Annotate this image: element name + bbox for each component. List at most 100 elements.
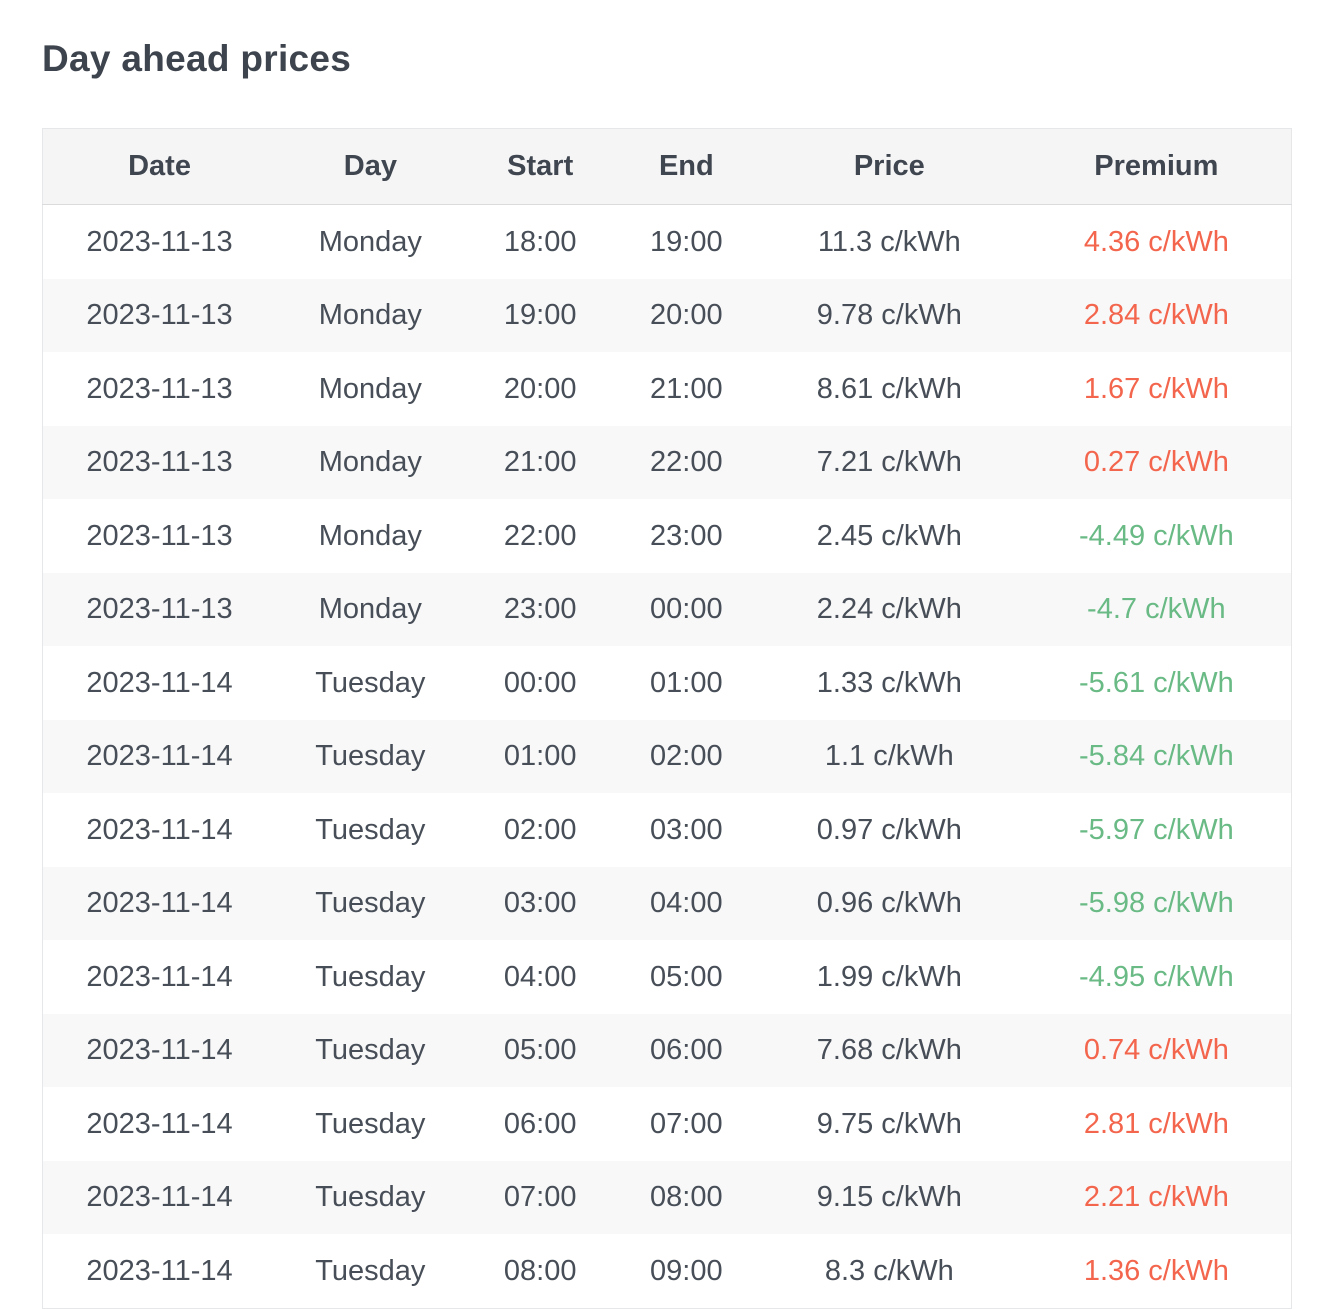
table-row: 2023-11-14 Tuesday 01:00 02:00 1.1 c/kWh -5.8… (42, 719, 1292, 794)
table-header: Date Day Start End Price Premium (42, 128, 1292, 206)
cell-premium: 2.21 c/kWh (1021, 1160, 1292, 1235)
cell-date: 2023-11-13 (42, 204, 277, 279)
cell-end: 08:00 (615, 1160, 757, 1235)
cell-premium: -5.98 c/kWh (1021, 866, 1292, 941)
cell-end: 06:00 (615, 1013, 757, 1088)
table-header-row: Date Day Start End Price Premium (42, 128, 1292, 206)
cell-price: 9.78 c/kWh (756, 278, 1022, 353)
cell-price: 9.15 c/kWh (756, 1160, 1022, 1235)
cell-day: Tuesday (276, 719, 465, 794)
cell-date: 2023-11-14 (42, 646, 277, 720)
table-row: 2023-11-14 Tuesday 07:00 08:00 9.15 c/kWh 2.2… (42, 1160, 1292, 1235)
cell-date: 2023-11-13 (42, 572, 277, 647)
cell-date: 2023-11-14 (42, 719, 277, 794)
cell-start: 22:00 (464, 499, 616, 573)
cell-date: 2023-11-13 (42, 278, 277, 353)
cell-start: 18:00 (464, 204, 616, 279)
page-title: Day ahead prices (42, 38, 352, 79)
cell-premium: -4.7 c/kWh (1021, 572, 1292, 647)
cell-day: Monday (276, 204, 465, 279)
table-row: 2023-11-13 Monday 22:00 23:00 2.45 c/kWh -4.4… (42, 499, 1292, 573)
cell-price: 7.68 c/kWh (756, 1013, 1022, 1088)
cell-end: 23:00 (615, 499, 757, 573)
table-row: 2023-11-13 Monday 23:00 00:00 2.24 c/kWh -4.7… (42, 572, 1292, 647)
cell-end: 00:00 (615, 572, 757, 647)
cell-start: 01:00 (464, 719, 616, 794)
cell-start: 07:00 (464, 1160, 616, 1235)
table-row: 2023-11-14 Tuesday 03:00 04:00 0.96 c/kWh -5.… (42, 866, 1292, 941)
cell-day: Tuesday (276, 1234, 465, 1309)
cell-premium: 1.67 c/kWh (1021, 352, 1292, 426)
cell-date: 2023-11-14 (42, 866, 277, 941)
cell-end: 19:00 (615, 204, 757, 279)
table-row: 2023-11-14 Tuesday 00:00 01:00 1.33 c/kWh -5.… (42, 646, 1292, 720)
cell-day: Tuesday (276, 1013, 465, 1088)
cell-premium: -5.84 c/kWh (1021, 719, 1292, 794)
cell-price: 9.75 c/kWh (756, 1087, 1022, 1161)
cell-price: 1.1 c/kWh (756, 719, 1022, 794)
cell-start: 08:00 (464, 1234, 616, 1309)
table-row: 2023-11-13 Monday 20:00 21:00 8.61 c/kWh 1.67… (42, 352, 1292, 426)
column-header-day: Day (276, 128, 465, 206)
cell-date: 2023-11-14 (42, 1013, 277, 1088)
cell-premium: 1.36 c/kWh (1021, 1234, 1292, 1309)
cell-end: 05:00 (615, 940, 757, 1014)
cell-day: Monday (276, 352, 465, 426)
cell-premium: -5.97 c/kWh (1021, 793, 1292, 867)
cell-day: Tuesday (276, 1087, 465, 1161)
cell-start: 02:00 (464, 793, 616, 867)
table-row: 2023-11-13 Monday 19:00 20:00 9.78 c/kWh 2.84… (42, 278, 1292, 353)
cell-price: 11.3 c/kWh (756, 204, 1022, 279)
cell-premium: 0.27 c/kWh (1021, 425, 1292, 500)
cell-end: 02:00 (615, 719, 757, 794)
cell-start: 06:00 (464, 1087, 616, 1161)
cell-day: Tuesday (276, 1160, 465, 1235)
cell-price: 2.24 c/kWh (756, 572, 1022, 647)
cell-date: 2023-11-13 (42, 425, 277, 500)
cell-price: 7.21 c/kWh (756, 425, 1022, 500)
cell-price: 8.61 c/kWh (756, 352, 1022, 426)
cell-premium: 4.36 c/kWh (1021, 204, 1292, 279)
table-body: 2023-11-13 Monday 18:00 19:00 11.3 c/kWh 4.36… (42, 204, 1292, 1309)
table-row: 2023-11-13 Monday 18:00 19:00 11.3 c/kWh 4.36… (42, 204, 1292, 279)
cell-day: Monday (276, 572, 465, 647)
cell-premium: -4.95 c/kWh (1021, 940, 1292, 1014)
table-row: 2023-11-13 Monday 21:00 22:00 7.21 c/kWh 0.27… (42, 425, 1292, 500)
cell-day: Monday (276, 278, 465, 353)
cell-day: Monday (276, 499, 465, 573)
cell-end: 20:00 (615, 278, 757, 353)
cell-date: 2023-11-14 (42, 940, 277, 1014)
cell-start: 23:00 (464, 572, 616, 647)
cell-premium: -5.61 c/kWh (1021, 646, 1292, 720)
cell-price: 2.45 c/kWh (756, 499, 1022, 573)
column-header-price: Price (756, 128, 1022, 206)
column-header-start: Start (464, 128, 616, 206)
cell-date: 2023-11-14 (42, 1087, 277, 1161)
cell-start: 20:00 (464, 352, 616, 426)
cell-end: 04:00 (615, 866, 757, 941)
cell-end: 01:00 (615, 646, 757, 720)
cell-start: 00:00 (464, 646, 616, 720)
cell-start: 05:00 (464, 1013, 616, 1088)
cell-end: 09:00 (615, 1234, 757, 1309)
column-header-premium: Premium (1021, 128, 1292, 206)
column-header-end: End (615, 128, 757, 206)
day-ahead-prices-table: Date Day Start End Price Premium 2023-11… (42, 128, 1292, 1309)
cell-price: 1.99 c/kWh (756, 940, 1022, 1014)
cell-date: 2023-11-14 (42, 1234, 277, 1309)
cell-end: 03:00 (615, 793, 757, 867)
cell-date: 2023-11-13 (42, 499, 277, 573)
cell-premium: -4.49 c/kWh (1021, 499, 1292, 573)
cell-start: 03:00 (464, 866, 616, 941)
cell-date: 2023-11-14 (42, 793, 277, 867)
cell-price: 1.33 c/kWh (756, 646, 1022, 720)
table-row: 2023-11-14 Tuesday 04:00 05:00 1.99 c/kWh -4.… (42, 940, 1292, 1014)
cell-day: Tuesday (276, 866, 465, 941)
cell-date: 2023-11-14 (42, 1160, 277, 1235)
cell-end: 21:00 (615, 352, 757, 426)
cell-day: Tuesday (276, 940, 465, 1014)
cell-start: 19:00 (464, 278, 616, 353)
cell-price: 0.96 c/kWh (756, 866, 1022, 941)
cell-price: 8.3 c/kWh (756, 1234, 1022, 1309)
